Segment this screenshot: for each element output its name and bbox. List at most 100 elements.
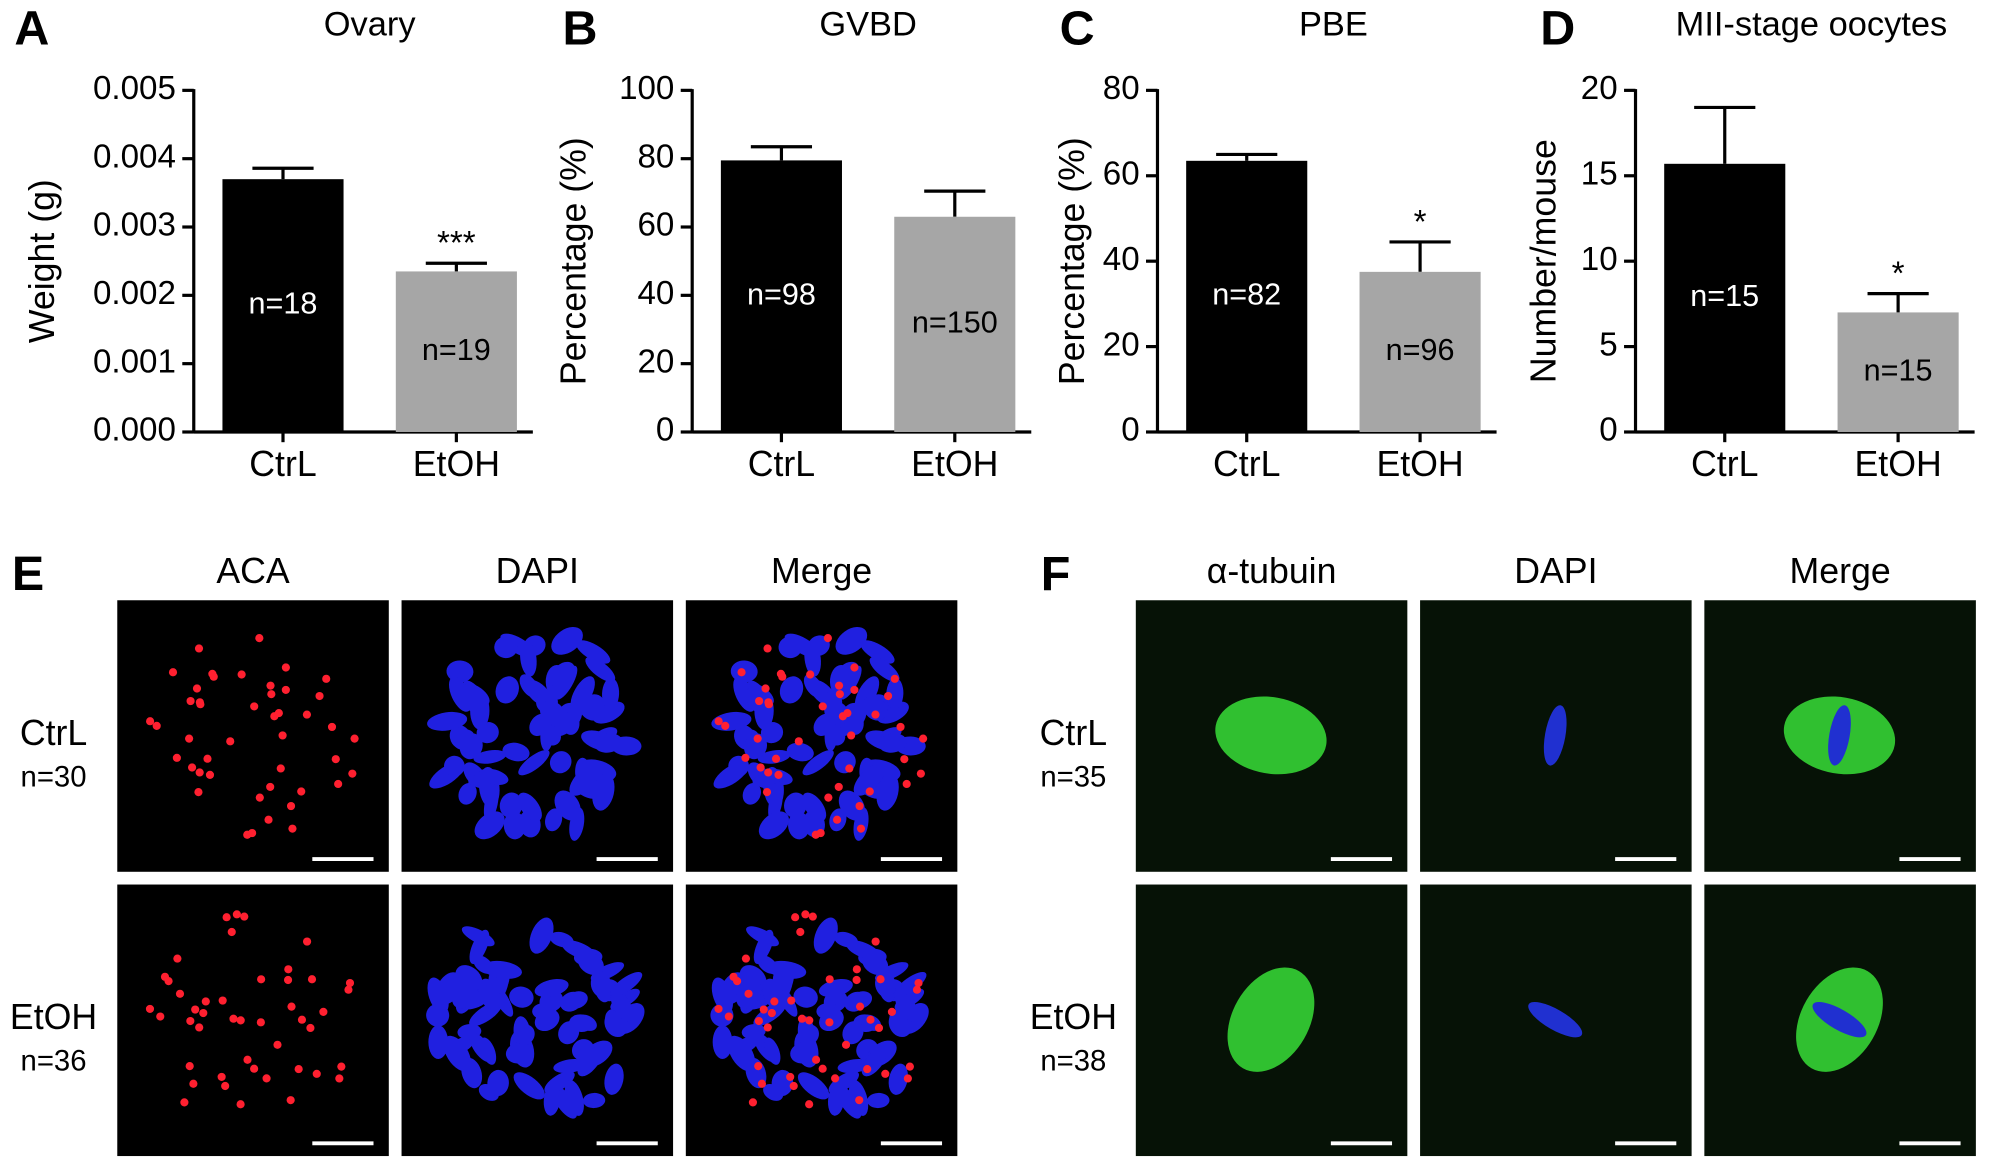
chromosome: [869, 656, 900, 682]
centromere-dot: [286, 1096, 295, 1105]
centromere-dot: [250, 1064, 259, 1073]
chromosome: [566, 991, 588, 1009]
centromere-dot: [344, 985, 353, 994]
chromosome: [529, 917, 554, 954]
centromere-dot: [753, 734, 762, 743]
centromere-dot: [284, 965, 293, 974]
centromere-dot: [288, 824, 297, 833]
micrograph: [117, 884, 389, 1157]
centromere-dot: [175, 989, 185, 998]
centromere-dot: [865, 787, 874, 796]
chromosome: [813, 917, 838, 954]
centromere-dot: [884, 691, 893, 701]
chromosome: [793, 986, 818, 1008]
bar-label: n=19: [422, 333, 491, 367]
centromere-dot: [187, 763, 197, 772]
chromosome: [549, 661, 576, 688]
chromosome: [561, 940, 596, 960]
centromere-dot: [152, 721, 161, 730]
centromere-dot: [221, 1081, 230, 1091]
chromosome: [515, 1024, 535, 1046]
centromere-dot: [194, 788, 203, 797]
centromere-dot: [791, 913, 800, 922]
bar: [222, 179, 344, 432]
chromosome: [509, 986, 534, 1008]
centromere-dot: [270, 712, 279, 721]
centromere-dot: [767, 1008, 776, 1018]
micrograph: [1420, 884, 1692, 1157]
chromosome: [585, 656, 616, 682]
chromosome: [712, 1025, 733, 1059]
y-tick-label: 80: [1103, 70, 1140, 107]
centromere-dot: [806, 670, 815, 679]
centromere-dot: [825, 1018, 834, 1027]
centromere-dot: [850, 685, 859, 694]
centromere-dot: [871, 937, 880, 946]
significance-label: ***: [437, 225, 476, 262]
column-title: Merge: [771, 551, 872, 591]
chromosome: [534, 978, 569, 997]
chromosome: [473, 750, 507, 764]
centromere-dot: [847, 731, 856, 740]
chromosome: [727, 1035, 756, 1072]
chromosome: [786, 742, 814, 762]
centromere-dot: [319, 1007, 328, 1016]
centromere-dot: [192, 684, 202, 693]
chromosome: [802, 792, 827, 822]
y-tick-label: 0.002: [93, 275, 176, 312]
chromosome: [458, 782, 477, 805]
bar: [1664, 163, 1786, 432]
chromosome: [505, 1042, 533, 1064]
centromere-dot: [218, 996, 227, 1005]
centromere-dot: [257, 975, 266, 984]
chromosome: [590, 971, 612, 998]
chromosome: [502, 742, 530, 762]
bar: [1837, 312, 1959, 432]
centromere-dot: [262, 1074, 271, 1083]
chromosome: [711, 977, 734, 1014]
centromere-dot: [855, 1002, 865, 1011]
y-tick-label: 0.003: [93, 207, 176, 244]
chromosome: [790, 1042, 817, 1064]
centromere-dot: [281, 663, 290, 672]
centromere-dot: [771, 754, 781, 763]
centromere-dot: [287, 1002, 296, 1011]
significance-label: *: [1414, 204, 1427, 241]
centromere-dot: [832, 815, 842, 824]
centromere-dot: [755, 696, 764, 706]
row-label: EtOH: [1030, 997, 1117, 1037]
chromosome: [575, 640, 611, 664]
centromere-dot: [900, 755, 909, 764]
centromere-dot: [237, 670, 246, 679]
micrograph: [1704, 884, 1976, 1157]
y-tick-label: 15: [1581, 156, 1618, 193]
centromere-dot: [896, 722, 905, 732]
centromere-dot: [876, 975, 885, 984]
centromere-dot: [856, 824, 866, 833]
chromosome: [540, 720, 554, 752]
centromere-dot: [195, 1023, 204, 1032]
centromere-dot: [335, 1074, 344, 1083]
centromere-dot: [226, 737, 235, 746]
micrograph: [1704, 600, 1976, 872]
centromere-dot: [195, 698, 204, 707]
centromere-dot: [250, 702, 259, 711]
centromere-dot: [302, 710, 312, 719]
centromere-dot: [312, 1069, 321, 1078]
micrograph: [685, 600, 958, 872]
centromere-dot: [774, 770, 783, 779]
centromere-dot: [255, 634, 264, 643]
y-tick-label: 0.001: [93, 343, 176, 380]
panel-label: A: [14, 2, 49, 56]
y-tick-label: 40: [637, 275, 674, 312]
centromere-dot: [816, 828, 825, 838]
centromere-dot: [818, 1064, 827, 1073]
y-tick-label: 80: [637, 138, 674, 175]
chart-title: Ovary: [324, 6, 417, 44]
chromosome: [499, 792, 523, 819]
centromere-dot: [805, 1016, 814, 1025]
chromosome: [569, 763, 601, 796]
centromere-dot: [281, 685, 290, 694]
chromosome: [888, 1063, 908, 1095]
chromosome: [894, 972, 927, 997]
